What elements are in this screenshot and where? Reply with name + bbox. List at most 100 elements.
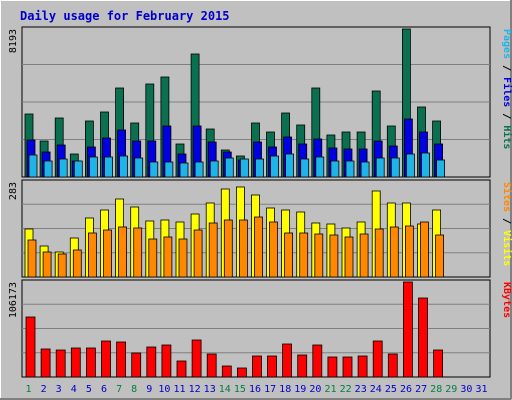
bar-kbytes xyxy=(312,344,323,378)
bar-sites xyxy=(178,238,188,278)
bar-pages xyxy=(43,160,53,178)
chart-panels: 8193 Pages / Files / Hits 283 Sites / Visit… xyxy=(8,26,512,378)
bar-kbytes xyxy=(131,352,142,378)
legend-separator: / xyxy=(501,212,512,230)
x-tick-label: 19 xyxy=(294,384,306,395)
bar-sites xyxy=(208,222,218,278)
x-tick-label: 29 xyxy=(445,384,457,395)
bar-sites xyxy=(389,226,399,278)
x-tick-label: 15 xyxy=(234,384,246,395)
bar-kbytes xyxy=(161,344,172,378)
x-tick-label: 4 xyxy=(71,384,77,395)
x-tick-label: 14 xyxy=(219,384,231,395)
x-tick-label: 7 xyxy=(116,384,122,395)
bar-sites xyxy=(57,253,67,278)
bar-pages xyxy=(104,156,113,178)
x-tick-label: 13 xyxy=(204,384,216,395)
bar-pages xyxy=(89,156,98,178)
legend-separator: / xyxy=(501,59,512,77)
bar-pages xyxy=(179,162,189,178)
bar-sites xyxy=(254,216,263,278)
bar-pages xyxy=(73,160,83,178)
bar-pages xyxy=(149,161,159,178)
bar-pages xyxy=(58,158,68,178)
bar-pages xyxy=(405,153,415,178)
bar-pages xyxy=(330,160,340,178)
bar-kbytes xyxy=(433,349,444,378)
x-tick-label: 25 xyxy=(385,384,397,395)
legend-kbytes: KBytes xyxy=(501,282,512,318)
bar-pages xyxy=(375,157,385,178)
bar-pages xyxy=(28,154,38,178)
bar-kbytes xyxy=(387,353,398,378)
bar-kbytes xyxy=(221,365,232,378)
x-tick-label: 2 xyxy=(41,384,47,395)
bar-pages xyxy=(194,161,204,178)
x-tick-label: 31 xyxy=(475,384,487,395)
chart-title: Daily usage for February 2015 xyxy=(20,9,230,23)
bar-kbytes xyxy=(146,346,157,378)
bar-kbytes xyxy=(40,348,51,378)
bar-sites xyxy=(133,227,143,278)
bar-kbytes xyxy=(206,353,217,378)
x-tick-label: 27 xyxy=(415,384,427,395)
bar-pages xyxy=(119,155,128,178)
bar-pages xyxy=(209,160,219,178)
y-max-label: 106173 xyxy=(8,282,19,318)
bar-sites xyxy=(148,238,158,278)
x-tick-label: 8 xyxy=(131,384,137,395)
bar-sites xyxy=(359,233,369,278)
bar-kbytes xyxy=(282,343,293,378)
bar-pages xyxy=(390,157,400,178)
side-legend: Sites / Visits xyxy=(501,182,512,266)
legend-hits: Hits xyxy=(501,125,512,149)
bar-kbytes xyxy=(86,347,96,378)
bar-pages xyxy=(345,160,355,178)
bar-kbytes xyxy=(236,367,247,378)
bar-sites xyxy=(42,251,52,278)
x-tick-label: 23 xyxy=(355,384,367,395)
bar-sites xyxy=(238,219,248,278)
x-tick-label: 28 xyxy=(430,384,442,395)
bar-sites xyxy=(269,221,278,278)
bar-pages xyxy=(300,158,310,178)
bar-kbytes xyxy=(70,347,81,378)
bar-sites xyxy=(72,249,82,278)
bar-sites xyxy=(118,226,127,278)
bar-sites xyxy=(193,229,203,278)
bar-kbytes xyxy=(327,356,338,378)
legend-separator: / xyxy=(501,107,512,125)
y-max-label: 283 xyxy=(8,182,19,200)
bar-kbytes xyxy=(342,356,353,378)
panel-kbytes: 106173 KBytes xyxy=(8,279,512,378)
bar-sites xyxy=(314,233,324,278)
bar-kbytes xyxy=(357,355,368,378)
panel-visits-sites: 283 Sites / Visits xyxy=(8,179,512,278)
x-tick-label: 10 xyxy=(158,384,170,395)
side-legend: KBytes xyxy=(501,282,512,318)
bar-sites xyxy=(435,234,445,278)
bar-kbytes xyxy=(402,281,413,378)
side-legend: Pages / Files / Hits xyxy=(501,29,512,149)
bar-pages xyxy=(270,155,279,178)
bar-sites xyxy=(420,221,429,278)
bar-pages xyxy=(134,157,144,178)
bar-pages xyxy=(239,158,249,178)
x-tick-label: 5 xyxy=(86,384,92,395)
x-tick-label: 24 xyxy=(370,384,382,395)
x-tick-label: 12 xyxy=(189,384,201,395)
x-tick-label: 16 xyxy=(249,384,261,395)
x-tick-label: 20 xyxy=(309,384,321,395)
bar-sites xyxy=(163,236,173,278)
bar-kbytes xyxy=(418,297,428,378)
bar-kbytes xyxy=(297,354,308,378)
x-tick-label: 26 xyxy=(400,384,412,395)
bar-kbytes xyxy=(267,355,277,378)
bar-pages xyxy=(224,157,234,178)
bar-kbytes xyxy=(25,316,36,378)
bar-pages xyxy=(285,153,295,178)
legend-files: Files xyxy=(501,77,512,107)
x-tick-label: 1 xyxy=(25,384,31,395)
x-tick-label: 11 xyxy=(173,384,185,395)
